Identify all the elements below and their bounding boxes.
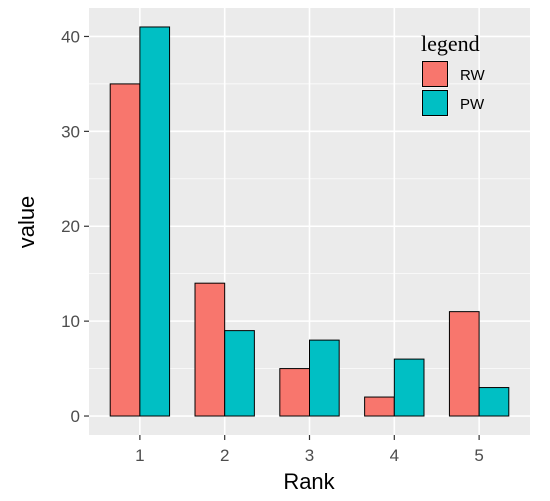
bars (109, 26, 510, 417)
x-tick-label: 3 (305, 446, 314, 465)
bar-rw-5 (448, 311, 480, 417)
y-tick-label: 10 (61, 312, 80, 331)
x-tick-label: 2 (220, 446, 229, 465)
y-tick-label: 0 (71, 407, 80, 426)
bar-pw-2 (224, 330, 255, 417)
x-axis-title: Rank (283, 469, 335, 494)
y-axis-ticks: 0 10 20 30 40 (61, 27, 89, 426)
y-tick-label: 20 (61, 217, 80, 236)
bar-rw-2 (194, 282, 226, 417)
x-axis-ticks: 1 2 3 4 5 (135, 435, 484, 465)
legend-label-rw: RW (460, 67, 486, 84)
bar-rw-4 (364, 396, 395, 417)
x-tick-label: 1 (135, 446, 144, 465)
legend-swatch-pw (422, 90, 448, 116)
y-axis-title: value (14, 196, 39, 249)
bar-pw-4 (393, 358, 425, 417)
y-tick-label: 40 (61, 27, 80, 46)
y-tick-label: 30 (61, 122, 80, 141)
bar-pw-3 (309, 339, 340, 417)
bar-pw-5 (478, 387, 510, 417)
legend: legend RW PW (421, 31, 486, 117)
bar-pw-1 (139, 26, 171, 417)
x-tick-label: 4 (390, 446, 399, 465)
legend-title: legend (421, 31, 480, 56)
legend-label-pw: PW (460, 96, 485, 113)
legend-swatch-rw (422, 61, 448, 87)
x-tick-label: 5 (474, 446, 483, 465)
bar-rw-3 (279, 368, 311, 417)
bar-rw-1 (109, 83, 141, 417)
